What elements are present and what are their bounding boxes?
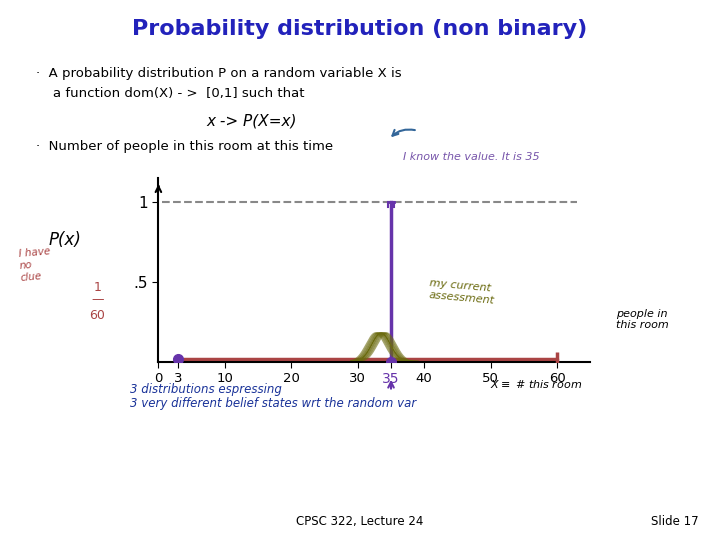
Text: people in: people in	[616, 309, 667, 319]
Text: my current
assessment: my current assessment	[428, 278, 496, 305]
Text: Probability distribution (non binary): Probability distribution (non binary)	[132, 19, 588, 39]
Text: CPSC 322, Lecture 24: CPSC 322, Lecture 24	[297, 515, 423, 528]
Text: x -> P(X=x): x -> P(X=x)	[207, 113, 297, 129]
Text: this room: this room	[616, 320, 668, 330]
Text: 3 very different belief states wrt the random var: 3 very different belief states wrt the r…	[130, 397, 416, 410]
Text: P(x): P(x)	[48, 231, 81, 249]
Text: 1: 1	[94, 281, 101, 294]
Text: X$\equiv$ # this room: X$\equiv$ # this room	[490, 378, 582, 390]
Text: 60: 60	[89, 309, 105, 322]
Text: —: —	[91, 293, 104, 306]
Text: ·  A probability distribution P on a random variable X is: · A probability distribution P on a rand…	[36, 68, 402, 80]
Text: Slide 17: Slide 17	[651, 515, 698, 528]
Text: I know the value. It is 35: I know the value. It is 35	[403, 152, 540, 163]
Text: ·  Number of people in this room at this time: · Number of people in this room at this …	[36, 140, 333, 153]
Text: a function dom(X) - >  [0,1] such that: a function dom(X) - > [0,1] such that	[36, 87, 305, 100]
Text: I have
no
clue: I have no clue	[18, 247, 53, 282]
Text: 3 distributions espressing: 3 distributions espressing	[130, 383, 282, 396]
